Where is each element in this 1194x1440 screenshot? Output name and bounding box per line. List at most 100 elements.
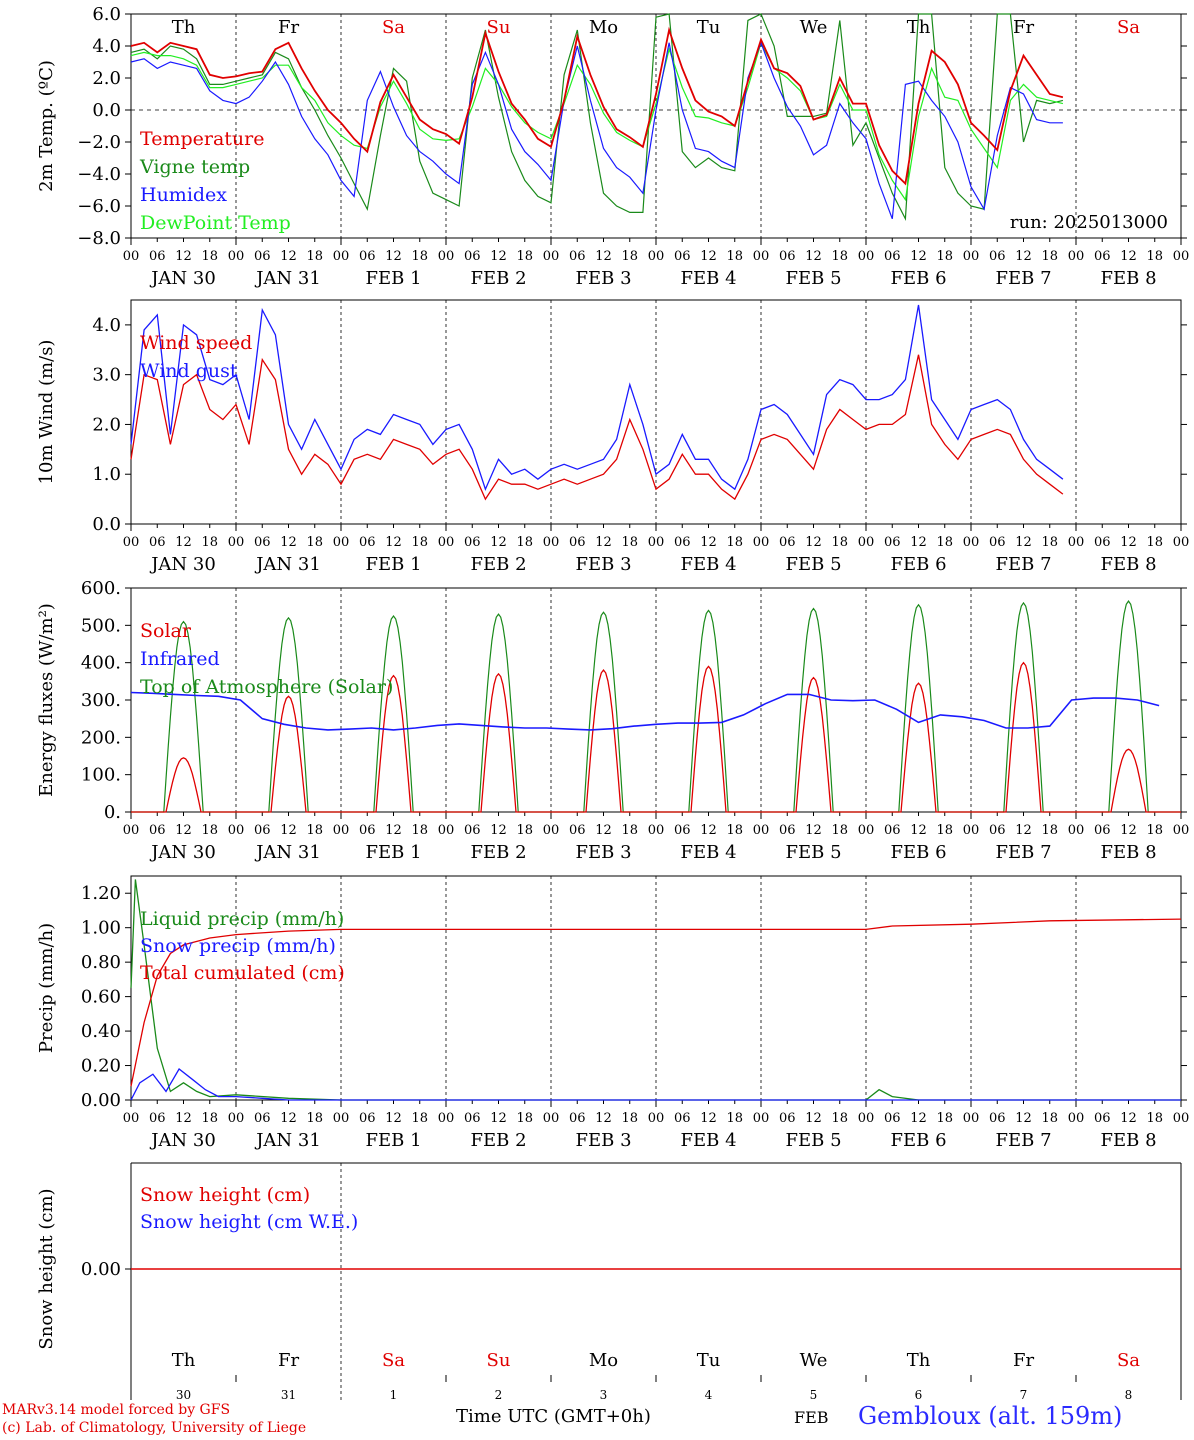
hour-tick-label: 12: [910, 1111, 927, 1126]
series-line-solar: [131, 661, 1181, 813]
hour-tick-label: 06: [569, 249, 586, 264]
hour-tick-label: 18: [726, 249, 743, 264]
hour-tick-label: 00: [228, 249, 245, 264]
lab-credit: (c) Lab. of Climatology, University of L…: [2, 1420, 307, 1436]
date-label: FEB 3: [575, 842, 631, 863]
day-number-label: 5: [810, 1388, 818, 1402]
hour-tick-label: 06: [569, 535, 586, 550]
legend-entry: DewPoint Temp: [140, 212, 291, 234]
y-tick-label: 1.0: [92, 464, 121, 485]
hour-tick-label: 18: [726, 1111, 743, 1126]
panel-frame-3: [130, 587, 1182, 813]
hour-tick-label: 06: [149, 535, 166, 550]
station-name: Gembloux (alt. 159m): [858, 1402, 1123, 1430]
hour-tick-label: 00: [1173, 249, 1190, 264]
legend-entry: Snow height (cm): [140, 1184, 310, 1206]
hour-tick-label: 06: [674, 1111, 691, 1126]
hour-tick-label: 12: [1120, 249, 1137, 264]
hour-tick-label: 06: [884, 249, 901, 264]
y-tick-label: −6.0: [77, 196, 121, 217]
date-label: FEB 1: [365, 554, 421, 575]
hour-tick-label: 00: [1068, 823, 1085, 838]
date-label: JAN 30: [149, 268, 216, 289]
y-tick-label: 0.80: [81, 952, 121, 973]
legend-entry: Liquid precip (mm/h): [140, 908, 344, 930]
hour-tick-label: 00: [753, 249, 770, 264]
hour-tick-label: 18: [621, 823, 638, 838]
y-tick-label: 0.: [104, 802, 121, 823]
hour-tick-label: 00: [648, 249, 665, 264]
hour-tick-label: 00: [543, 823, 560, 838]
hour-tick-label: 00: [228, 823, 245, 838]
hour-tick-label: 06: [884, 823, 901, 838]
hour-tick-label: 18: [306, 249, 323, 264]
weekday-label-bottom: Fr: [1013, 1350, 1034, 1371]
series-line-snow-precip-mm-h-: [130, 1068, 1181, 1101]
date-label: FEB 7: [995, 1130, 1051, 1151]
hour-tick-label: 18: [1146, 535, 1163, 550]
hour-tick-label: 18: [1146, 823, 1163, 838]
hour-tick-label: 06: [569, 823, 586, 838]
hour-tick-label: 18: [936, 535, 953, 550]
hour-tick-label: 12: [175, 249, 192, 264]
hour-tick-label: 12: [1120, 1111, 1137, 1126]
hour-tick-label: 18: [306, 823, 323, 838]
hour-tick-label: 12: [1015, 249, 1032, 264]
hour-tick-label: 00: [753, 1111, 770, 1126]
legend-entry: Infrared: [140, 648, 220, 670]
series-line-wind-gust: [130, 304, 1064, 492]
hour-tick-label: 12: [1120, 823, 1137, 838]
month-label: FEB: [794, 1408, 829, 1427]
hour-tick-label: 18: [516, 249, 533, 264]
date-label: FEB 6: [890, 842, 946, 863]
hour-tick-label: 18: [516, 1111, 533, 1126]
date-label: FEB 2: [470, 554, 526, 575]
y-axis-label: Precip (mm/h): [36, 923, 57, 1053]
date-label: FEB 7: [995, 842, 1051, 863]
y-axis-label: 10m Wind (m/s): [36, 340, 57, 485]
weekday-label: We: [800, 17, 828, 38]
day-number-label: 1: [390, 1388, 398, 1402]
hour-tick-label: 06: [149, 1111, 166, 1126]
legend-entry: Vigne temp: [139, 156, 250, 178]
hour-tick-label: 00: [648, 535, 665, 550]
weekday-label: Su: [487, 17, 511, 38]
hour-tick-label: 06: [884, 535, 901, 550]
hour-tick-label: 00: [438, 823, 455, 838]
hour-tick-label: 12: [910, 823, 927, 838]
y-tick-label: 0.00: [81, 1090, 121, 1111]
date-label: FEB 2: [470, 268, 526, 289]
y-tick-label: 0.60: [81, 987, 121, 1008]
hour-tick-label: 00: [123, 249, 140, 264]
hour-tick-label: 18: [411, 249, 428, 264]
hour-tick-label: 00: [1068, 535, 1085, 550]
day-number-label: 2: [495, 1388, 503, 1402]
hour-tick-label: 12: [385, 535, 402, 550]
date-label: FEB 2: [470, 1130, 526, 1151]
hour-tick-label: 00: [858, 249, 875, 264]
hour-tick-label: 18: [1041, 249, 1058, 264]
hour-tick-label: 06: [674, 823, 691, 838]
date-label: FEB 2: [470, 842, 526, 863]
y-tick-label: 500.: [81, 615, 121, 636]
hour-tick-label: 06: [1094, 249, 1111, 264]
hour-tick-label: 12: [595, 535, 612, 550]
date-label: FEB 3: [575, 1130, 631, 1151]
y-tick-label: 100.: [81, 765, 121, 786]
hour-tick-label: 00: [438, 1111, 455, 1126]
hour-tick-label: 18: [1146, 249, 1163, 264]
hour-tick-label: 06: [359, 249, 376, 264]
date-label: FEB 7: [995, 268, 1051, 289]
hour-tick-label: 06: [254, 1111, 271, 1126]
series-line-wind-speed: [130, 354, 1064, 501]
date-label: FEB 5: [785, 268, 841, 289]
y-axis-label: 2m Temp. (ºC): [36, 60, 57, 192]
hour-tick-label: 12: [700, 823, 717, 838]
weekday-label: Fr: [278, 17, 299, 38]
hour-tick-label: 12: [805, 249, 822, 264]
hour-tick-label: 12: [805, 1111, 822, 1126]
date-label: FEB 7: [995, 554, 1051, 575]
hour-tick-label: 00: [438, 535, 455, 550]
legend-entry: Solar: [140, 620, 192, 642]
